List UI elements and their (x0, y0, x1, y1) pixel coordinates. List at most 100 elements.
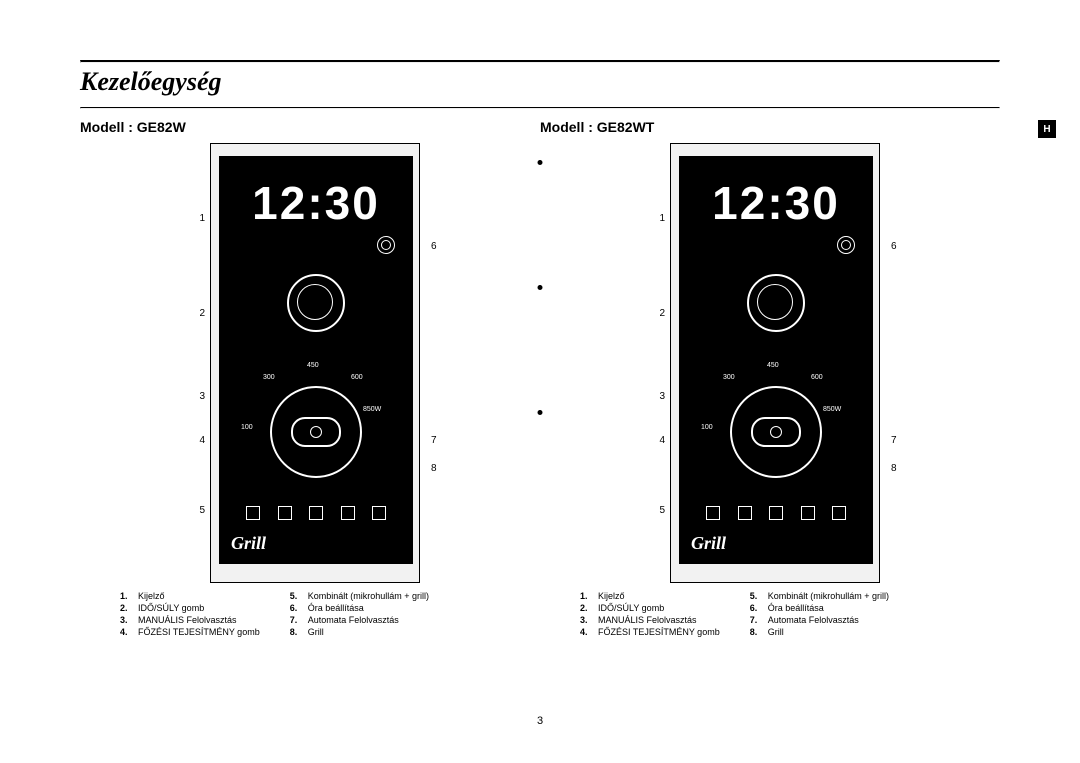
legend-text: IDŐ/SÚLY gomb (138, 603, 260, 613)
mode-icon (706, 506, 720, 520)
power-label-300: 300 (723, 374, 735, 381)
legend-num: 7. (750, 615, 764, 625)
callout-3: 3 (645, 391, 665, 402)
language-badge: H (1038, 120, 1056, 138)
power-label-300: 300 (263, 374, 275, 381)
legend-col-2: 5. Kombinált (mikrohullám + grill) 6. Óra … (750, 591, 889, 637)
legend-text: Automata Felolvasztás (308, 615, 429, 625)
mode-icon (372, 506, 386, 520)
callout-1: 1 (185, 213, 205, 224)
legend-text: Kijelző (598, 591, 720, 601)
time-display: 12:30 (252, 180, 380, 226)
callout-5: 5 (645, 505, 665, 516)
section-title: Kezelőegység (80, 63, 1000, 99)
legend-num: 6. (290, 603, 304, 613)
power-label-450: 450 (307, 362, 319, 369)
mode-icon (738, 506, 752, 520)
legend-num: 8. (290, 627, 304, 637)
time-display: 12:30 (712, 180, 840, 226)
callout-4: 4 (185, 435, 205, 446)
legend-num: 5. (290, 591, 304, 601)
legend-num: 3. (580, 615, 594, 625)
legend-text: FŐZÉSI TEJESÍTMÉNY gomb (138, 627, 260, 637)
model-title: Modell : GE82WT (540, 119, 1000, 135)
manual-page: Kezelőegység H Modell : GE82W 1 2 3 4 5 … (0, 0, 1080, 763)
legend-col-1: 1. Kijelző 2. IDŐ/SÚLY gomb 3. MANUÁLIS Fel… (580, 591, 720, 637)
legend-num: 4. (580, 627, 594, 637)
legend-text: FŐZÉSI TEJESÍTMÉNY gomb (598, 627, 720, 637)
power-knob-handle (291, 417, 341, 447)
panel-wrap: 1 2 3 4 5 6 7 8 12:30 100 300 (605, 143, 935, 583)
legend-text: Grill (768, 627, 889, 637)
power-label-100: 100 (701, 424, 713, 431)
models-row: Modell : GE82W 1 2 3 4 5 6 7 8 12:30 (80, 119, 1000, 637)
mode-icon (832, 506, 846, 520)
power-knob[interactable] (270, 386, 362, 478)
legend-text: Grill (308, 627, 429, 637)
mode-icon (309, 506, 323, 520)
clock-button-icon (837, 236, 855, 254)
callout-5: 5 (185, 505, 205, 516)
legend-num: 8. (750, 627, 764, 637)
legend-num: 2. (580, 603, 594, 613)
legend-num: 5. (750, 591, 764, 601)
callout-8: 8 (431, 463, 451, 474)
power-label-600: 600 (351, 374, 363, 381)
page-number: 3 (537, 715, 543, 727)
callout-6: 6 (891, 241, 911, 252)
legend-right: 1. Kijelző 2. IDŐ/SÚLY gomb 3. MANUÁLIS Fel… (540, 591, 1000, 637)
model-col-left: Modell : GE82W 1 2 3 4 5 6 7 8 12:30 (80, 119, 540, 637)
legend-text: Kombinált (mikrohullám + grill) (768, 591, 889, 601)
legend-num: 3. (120, 615, 134, 625)
grill-label: Grill (231, 533, 266, 554)
mode-icon (246, 506, 260, 520)
time-weight-knob[interactable] (747, 274, 805, 332)
control-panel: 12:30 100 300 450 600 850W (210, 143, 420, 583)
time-weight-knob[interactable] (287, 274, 345, 332)
callout-2: 2 (645, 308, 665, 319)
power-knob-handle (751, 417, 801, 447)
legend-num: 1. (580, 591, 594, 601)
control-panel: 12:30 100 300 450 600 850W (670, 143, 880, 583)
legend-num: 7. (290, 615, 304, 625)
legend-num: 2. (120, 603, 134, 613)
power-label-450: 450 (767, 362, 779, 369)
callout-4: 4 (645, 435, 665, 446)
power-label-100: 100 (241, 424, 253, 431)
callout-7: 7 (891, 435, 911, 446)
legend-text: Óra beállítása (308, 603, 429, 613)
legend-text: Kijelző (138, 591, 260, 601)
panel-black-area: 12:30 100 300 450 600 850W (679, 156, 873, 564)
model-title: Modell : GE82W (80, 119, 540, 135)
callout-1: 1 (645, 213, 665, 224)
grill-label: Grill (691, 533, 726, 554)
defrost-icons-row (246, 506, 386, 524)
mode-icon (801, 506, 815, 520)
legend-text: Óra beállítása (768, 603, 889, 613)
legend-text: MANUÁLIS Felolvasztás (598, 615, 720, 625)
legend-num: 6. (750, 603, 764, 613)
callout-2: 2 (185, 308, 205, 319)
under-rule (80, 107, 1000, 109)
callout-7: 7 (431, 435, 451, 446)
legend-col-2: 5. Kombinált (mikrohullám + grill) 6. Óra … (290, 591, 429, 637)
legend-num: 1. (120, 591, 134, 601)
panel-black-area: 12:30 100 300 450 600 850W (219, 156, 413, 564)
power-knob[interactable] (730, 386, 822, 478)
clock-button-icon (377, 236, 395, 254)
callout-6: 6 (431, 241, 451, 252)
callout-3: 3 (185, 391, 205, 402)
legend-text: Automata Felolvasztás (768, 615, 889, 625)
mode-icon (769, 506, 783, 520)
defrost-icons-row (706, 506, 846, 524)
callout-8: 8 (891, 463, 911, 474)
legend-text: MANUÁLIS Felolvasztás (138, 615, 260, 625)
legend-num: 4. (120, 627, 134, 637)
panel-wrap: 1 2 3 4 5 6 7 8 12:30 100 (145, 143, 475, 583)
power-label-600: 600 (811, 374, 823, 381)
power-label-850w: 850W (823, 406, 841, 413)
legend-text: Kombinált (mikrohullám + grill) (308, 591, 429, 601)
legend-left: 1. Kijelző 2. IDŐ/SÚLY gomb 3. MANUÁLIS Fel… (80, 591, 540, 637)
legend-text: IDŐ/SÚLY gomb (598, 603, 720, 613)
mode-icon (278, 506, 292, 520)
